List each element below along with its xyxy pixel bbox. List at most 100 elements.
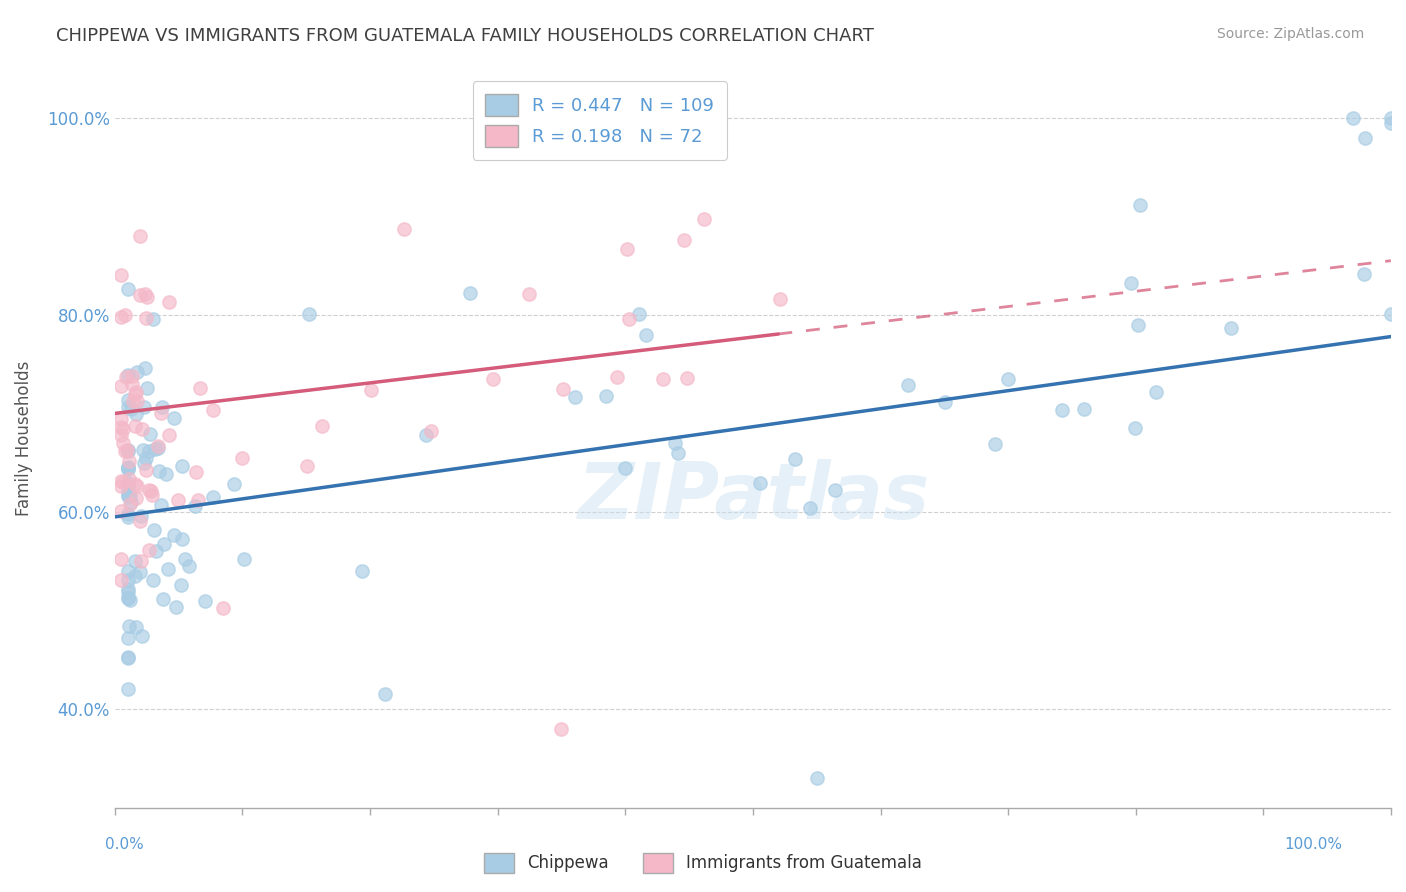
Point (135, 451, 157, 466)
Point (550, 722, 572, 736)
Point (131, 422, 153, 436)
Point (360, 383, 382, 397)
Point (1128, 318, 1150, 332)
Point (606, 369, 628, 384)
Point (135, 463, 157, 477)
Point (619, 312, 641, 326)
Point (142, 523, 165, 537)
Point (166, 492, 188, 507)
Point (117, 682, 139, 697)
Point (135, 289, 157, 303)
Legend: Chippewa, Immigrants from Guatemala: Chippewa, Immigrants from Guatemala (478, 847, 928, 880)
Point (117, 368, 139, 382)
Point (1123, 421, 1146, 435)
Point (117, 585, 139, 599)
Point (177, 559, 200, 574)
Point (1353, 267, 1375, 281)
Point (110, 573, 132, 587)
Point (117, 479, 139, 493)
Point (148, 464, 170, 478)
Point (222, 476, 245, 491)
Point (141, 488, 163, 502)
Point (297, 307, 319, 321)
Point (117, 444, 139, 458)
Point (132, 442, 155, 457)
Point (392, 222, 415, 236)
Point (117, 442, 139, 457)
Point (517, 287, 540, 301)
Point (112, 435, 135, 450)
Point (768, 292, 790, 306)
Point (613, 461, 636, 475)
Point (117, 631, 139, 645)
Point (139, 427, 162, 442)
Point (110, 504, 132, 518)
Point (117, 488, 139, 502)
Point (201, 402, 224, 417)
Y-axis label: Family Households: Family Households (15, 360, 32, 516)
Point (142, 312, 165, 326)
Point (115, 443, 138, 458)
Point (117, 461, 139, 475)
Point (121, 393, 143, 408)
Point (627, 307, 650, 321)
Point (799, 500, 821, 515)
Point (118, 454, 141, 468)
Point (117, 591, 139, 605)
Point (150, 400, 173, 414)
Point (1129, 198, 1152, 212)
Point (121, 369, 143, 384)
Point (120, 495, 142, 509)
Point (111, 475, 134, 489)
Point (553, 382, 575, 396)
Point (117, 564, 139, 578)
Point (184, 465, 207, 479)
Point (129, 509, 152, 524)
Point (117, 509, 139, 524)
Point (672, 233, 695, 247)
Point (138, 443, 160, 458)
Point (125, 478, 148, 492)
Point (162, 528, 184, 542)
Point (117, 484, 139, 499)
Point (125, 394, 148, 409)
Point (124, 477, 146, 491)
Point (117, 462, 139, 476)
Text: Source: ZipAtlas.com: Source: ZipAtlas.com (1216, 27, 1364, 41)
Point (110, 428, 132, 442)
Point (134, 456, 156, 470)
Point (1073, 402, 1095, 417)
Point (184, 500, 207, 514)
Point (1379, 111, 1402, 125)
Point (165, 599, 187, 614)
Point (149, 406, 172, 420)
Point (1050, 402, 1073, 417)
Text: 0.0%: 0.0% (105, 838, 145, 852)
Point (124, 419, 146, 434)
Point (482, 372, 505, 386)
Point (806, 771, 828, 785)
Point (984, 437, 1007, 451)
Point (564, 390, 586, 404)
Point (117, 400, 139, 414)
Point (1354, 130, 1376, 145)
Point (155, 467, 177, 481)
Point (135, 310, 157, 325)
Point (188, 381, 211, 395)
Point (121, 377, 143, 392)
Point (143, 442, 166, 457)
Point (157, 562, 180, 576)
Point (460, 285, 482, 300)
Point (1119, 276, 1142, 290)
Point (139, 483, 162, 498)
Point (142, 573, 165, 587)
Point (187, 492, 209, 507)
Legend: R = 0.447   N = 109, R = 0.198   N = 72: R = 0.447 N = 109, R = 0.198 N = 72 (472, 81, 727, 160)
Point (374, 687, 396, 701)
Point (897, 378, 920, 392)
Point (748, 475, 770, 490)
Point (118, 592, 141, 607)
Point (157, 428, 180, 442)
Point (125, 491, 148, 505)
Point (1379, 307, 1402, 321)
